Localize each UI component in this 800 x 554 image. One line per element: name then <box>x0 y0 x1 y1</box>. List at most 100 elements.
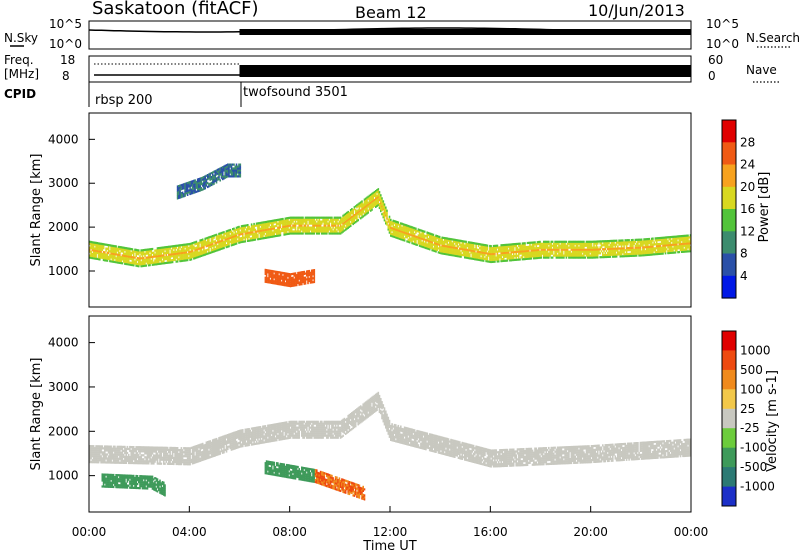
power-cell <box>225 166 228 169</box>
power-cell <box>235 226 238 229</box>
velocity-cell <box>111 461 114 464</box>
power-cell <box>309 275 312 278</box>
velocity-cell <box>164 458 166 461</box>
power-cell <box>533 247 535 250</box>
power-cell <box>195 180 198 183</box>
power-cell <box>150 255 153 259</box>
power-cell <box>339 226 342 229</box>
power-cell <box>539 240 541 243</box>
power-cell <box>658 246 660 250</box>
power-cell <box>426 237 428 240</box>
power-cell <box>600 240 603 243</box>
power-cell <box>299 283 302 286</box>
power-cell <box>618 243 620 246</box>
power-cell <box>194 185 196 188</box>
power-cell <box>292 284 294 287</box>
velocity-cell <box>153 450 155 453</box>
power-cell <box>500 258 502 261</box>
power-cell <box>627 243 629 246</box>
power-cell <box>376 198 378 202</box>
power-cell <box>237 226 239 229</box>
power-cell <box>380 198 382 201</box>
power-cell <box>200 177 203 180</box>
power-cell <box>669 238 672 241</box>
power-cell <box>364 203 367 206</box>
power-cell <box>417 230 420 233</box>
power-cell <box>242 230 244 233</box>
power-cell <box>669 249 672 252</box>
power-cell <box>451 250 454 253</box>
power-cell <box>624 239 627 242</box>
power-cell <box>191 248 194 251</box>
power-cell <box>269 230 272 233</box>
power-cell <box>678 251 681 254</box>
power-cell <box>481 247 484 250</box>
power-cell <box>264 270 267 273</box>
power-cell <box>553 242 555 245</box>
power-cell <box>346 211 348 214</box>
power-cell <box>210 183 213 187</box>
power-cell <box>175 260 178 263</box>
power-cell <box>213 170 215 173</box>
power-cell <box>574 256 576 259</box>
power-cell <box>437 243 440 246</box>
power-cell <box>139 257 141 260</box>
power-cell <box>558 242 560 245</box>
power-cell <box>105 247 107 250</box>
velocity-cell <box>94 449 96 452</box>
power-cell <box>185 253 188 256</box>
power-cell <box>321 228 323 231</box>
power-cell <box>307 280 309 283</box>
power-cell <box>198 241 200 244</box>
power-cell <box>100 256 102 259</box>
power-cell <box>171 253 174 256</box>
power-cell <box>352 213 354 216</box>
power-cell <box>188 191 190 194</box>
power-cell <box>659 252 662 255</box>
power-cell <box>484 251 486 255</box>
power-cell <box>644 244 647 247</box>
power-cell <box>612 255 614 258</box>
power-cell <box>634 248 637 251</box>
power-cell <box>598 240 600 243</box>
power-cell <box>662 252 664 255</box>
power-cell <box>332 218 334 221</box>
power-cell <box>501 254 504 257</box>
power-cell <box>160 254 163 257</box>
power-cell <box>347 214 349 217</box>
power-cell <box>467 245 470 248</box>
power-cell <box>334 230 337 233</box>
power-cell <box>318 226 321 229</box>
velocity-cell <box>135 450 137 453</box>
power-cell <box>216 237 219 240</box>
velocity-cell <box>141 458 144 461</box>
power-cell <box>511 247 514 250</box>
power-cell <box>566 244 569 247</box>
power-cell <box>624 243 627 246</box>
power-cell <box>564 244 566 247</box>
power-cell <box>629 246 632 250</box>
velocity-cell <box>132 458 135 461</box>
power-cell <box>298 218 300 221</box>
power-cell <box>632 252 634 255</box>
power-cell <box>121 262 124 265</box>
power-cell <box>445 237 447 240</box>
power-cell <box>512 251 515 254</box>
power-cell <box>347 224 349 227</box>
power-cell <box>551 250 554 253</box>
power-cell <box>509 259 511 262</box>
velocity-cell <box>95 457 97 460</box>
power-cell <box>239 239 242 242</box>
power-cell <box>438 241 441 244</box>
power-cell <box>229 175 232 178</box>
power-cell <box>476 256 479 259</box>
power-cell <box>397 227 400 230</box>
power-cell <box>677 247 679 250</box>
velocity-cell <box>141 446 144 449</box>
power-cell <box>535 257 538 260</box>
power-cell <box>442 250 445 253</box>
power-cell <box>213 176 215 179</box>
power-cell <box>511 257 514 260</box>
power-cell <box>90 250 92 253</box>
power-cell <box>659 236 662 240</box>
